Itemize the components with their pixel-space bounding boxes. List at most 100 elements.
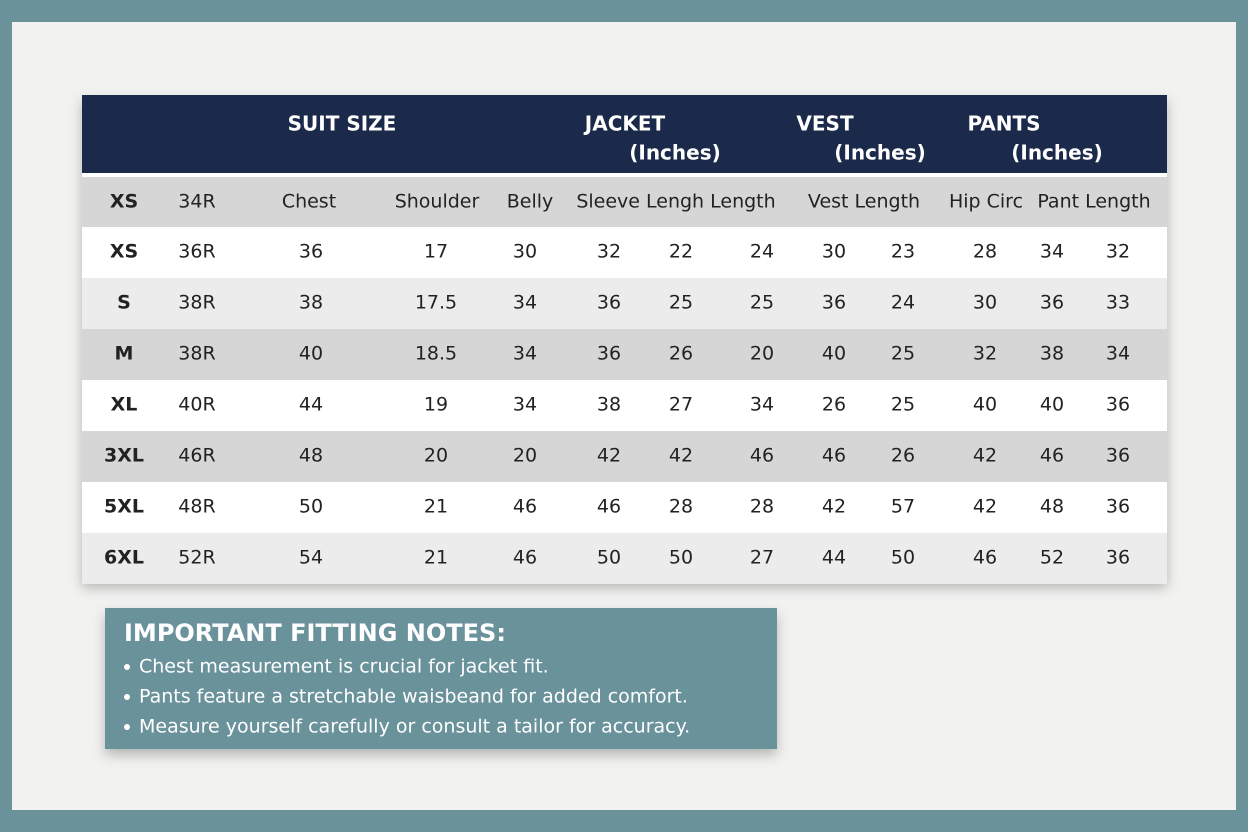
notes-box [105,608,777,749]
table-cell: 36 [299,241,323,263]
table-cell: 44 [299,394,323,416]
row-bg [82,329,1167,380]
row-bg [82,533,1167,584]
table-cell: 40 [973,394,997,416]
table-cell: 46 [513,496,537,518]
table-cell: 22 [669,241,693,263]
table-cell: 27 [669,394,693,416]
table-cell: 25 [891,394,915,416]
bullet [124,664,130,670]
note-item: Pants feature a stretchable waisbeand fo… [139,686,688,708]
table-cell: 25 [750,292,774,314]
table-cell: 34 [513,292,537,314]
table-cell: 5XL [104,496,144,518]
subheader-cell: Pant Length [1037,191,1150,213]
table-cell: XS [110,241,138,263]
table-cell: 17.5 [415,292,457,314]
table-cell: 28 [669,496,693,518]
row-bg [82,380,1167,431]
table-cell: 57 [891,496,915,518]
table-cell: 24 [891,292,915,314]
table-cell: 50 [891,547,915,569]
table-cell: 18.5 [415,343,457,365]
table-cell: 38R [178,343,215,365]
header-cell: VEST [796,112,854,136]
table-cell: 3XL [104,445,144,467]
table-cell: 6XL [104,547,144,569]
table-cell: 38 [299,292,323,314]
table-cell: 50 [669,547,693,569]
subheader-cell: Vest Length [808,191,920,213]
table-header [82,95,1167,173]
table-cell: 40 [299,343,323,365]
header-cell: SUIT SIZE [288,112,397,136]
table-cell: 48 [1040,496,1064,518]
table-cell: 36 [1106,445,1130,467]
table-cell: 20 [750,343,774,365]
table-cell: 33 [1106,292,1130,314]
subheader-cell: Chest [282,191,336,213]
table-cell: 30 [973,292,997,314]
table-cell: 46 [597,496,621,518]
table-cell: 40 [822,343,846,365]
table-cell: 26 [822,394,846,416]
table-cell: 28 [973,241,997,263]
table-cell: M [115,343,134,365]
table-cell: 23 [891,241,915,263]
table-cell: 25 [669,292,693,314]
table-cell: 34 [513,394,537,416]
table-cell: 19 [424,394,448,416]
table-cell: 20 [424,445,448,467]
table-cell: 36 [1106,394,1130,416]
table-cell: 34 [513,343,537,365]
table-cell: 42 [973,445,997,467]
table-cell: 34 [1106,343,1130,365]
header-cell: PANTS [967,112,1040,136]
table-cell: 50 [299,496,323,518]
table-cell: 38R [178,292,215,314]
table-cell: 34 [1040,241,1064,263]
subheader-bg [82,177,1167,227]
table-cell: 36 [822,292,846,314]
table-cell: 17 [424,241,448,263]
table-cell: 48 [299,445,323,467]
table-cell: 52 [1040,547,1064,569]
table-cell: 44 [822,547,846,569]
table-cell: 26 [891,445,915,467]
bullet [124,724,130,730]
row-bg [82,482,1167,533]
subheader-cell: Hip Circ [949,191,1023,213]
table-cell: 36 [1106,547,1130,569]
table-cell: 30 [822,241,846,263]
header-cell: JACKET [583,112,666,136]
table-cell: 34 [750,394,774,416]
table-cell: 32 [1106,241,1130,263]
table-cell: 25 [891,343,915,365]
table-cell: 46 [513,547,537,569]
table-cell: 48R [178,496,215,518]
table-cell: 46 [822,445,846,467]
table-cell: XL [111,394,138,416]
table-cell: 36 [1106,496,1130,518]
table-cell: 28 [750,496,774,518]
table-cell: 50 [597,547,621,569]
subheader-cell: Sleeve Lengh Length [576,191,775,213]
table-cell: 36 [1040,292,1064,314]
table-cell: 26 [669,343,693,365]
table-cell: 54 [299,547,323,569]
table-cell: 52R [178,547,215,569]
table-cell: 36 [597,292,621,314]
header-cell: (Inches) [1011,141,1103,165]
note-item: Measure yourself carefully or consult a … [139,716,690,738]
bullet [124,694,130,700]
header-cell: (Inches) [834,141,926,165]
table-cell: 20 [513,445,537,467]
row-bg [82,227,1167,278]
subheader-cell: Shoulder [395,191,480,213]
table-cell: S [117,292,131,314]
table-cell: 42 [822,496,846,518]
table-cell: 36R [178,241,215,263]
table-cell: 42 [597,445,621,467]
